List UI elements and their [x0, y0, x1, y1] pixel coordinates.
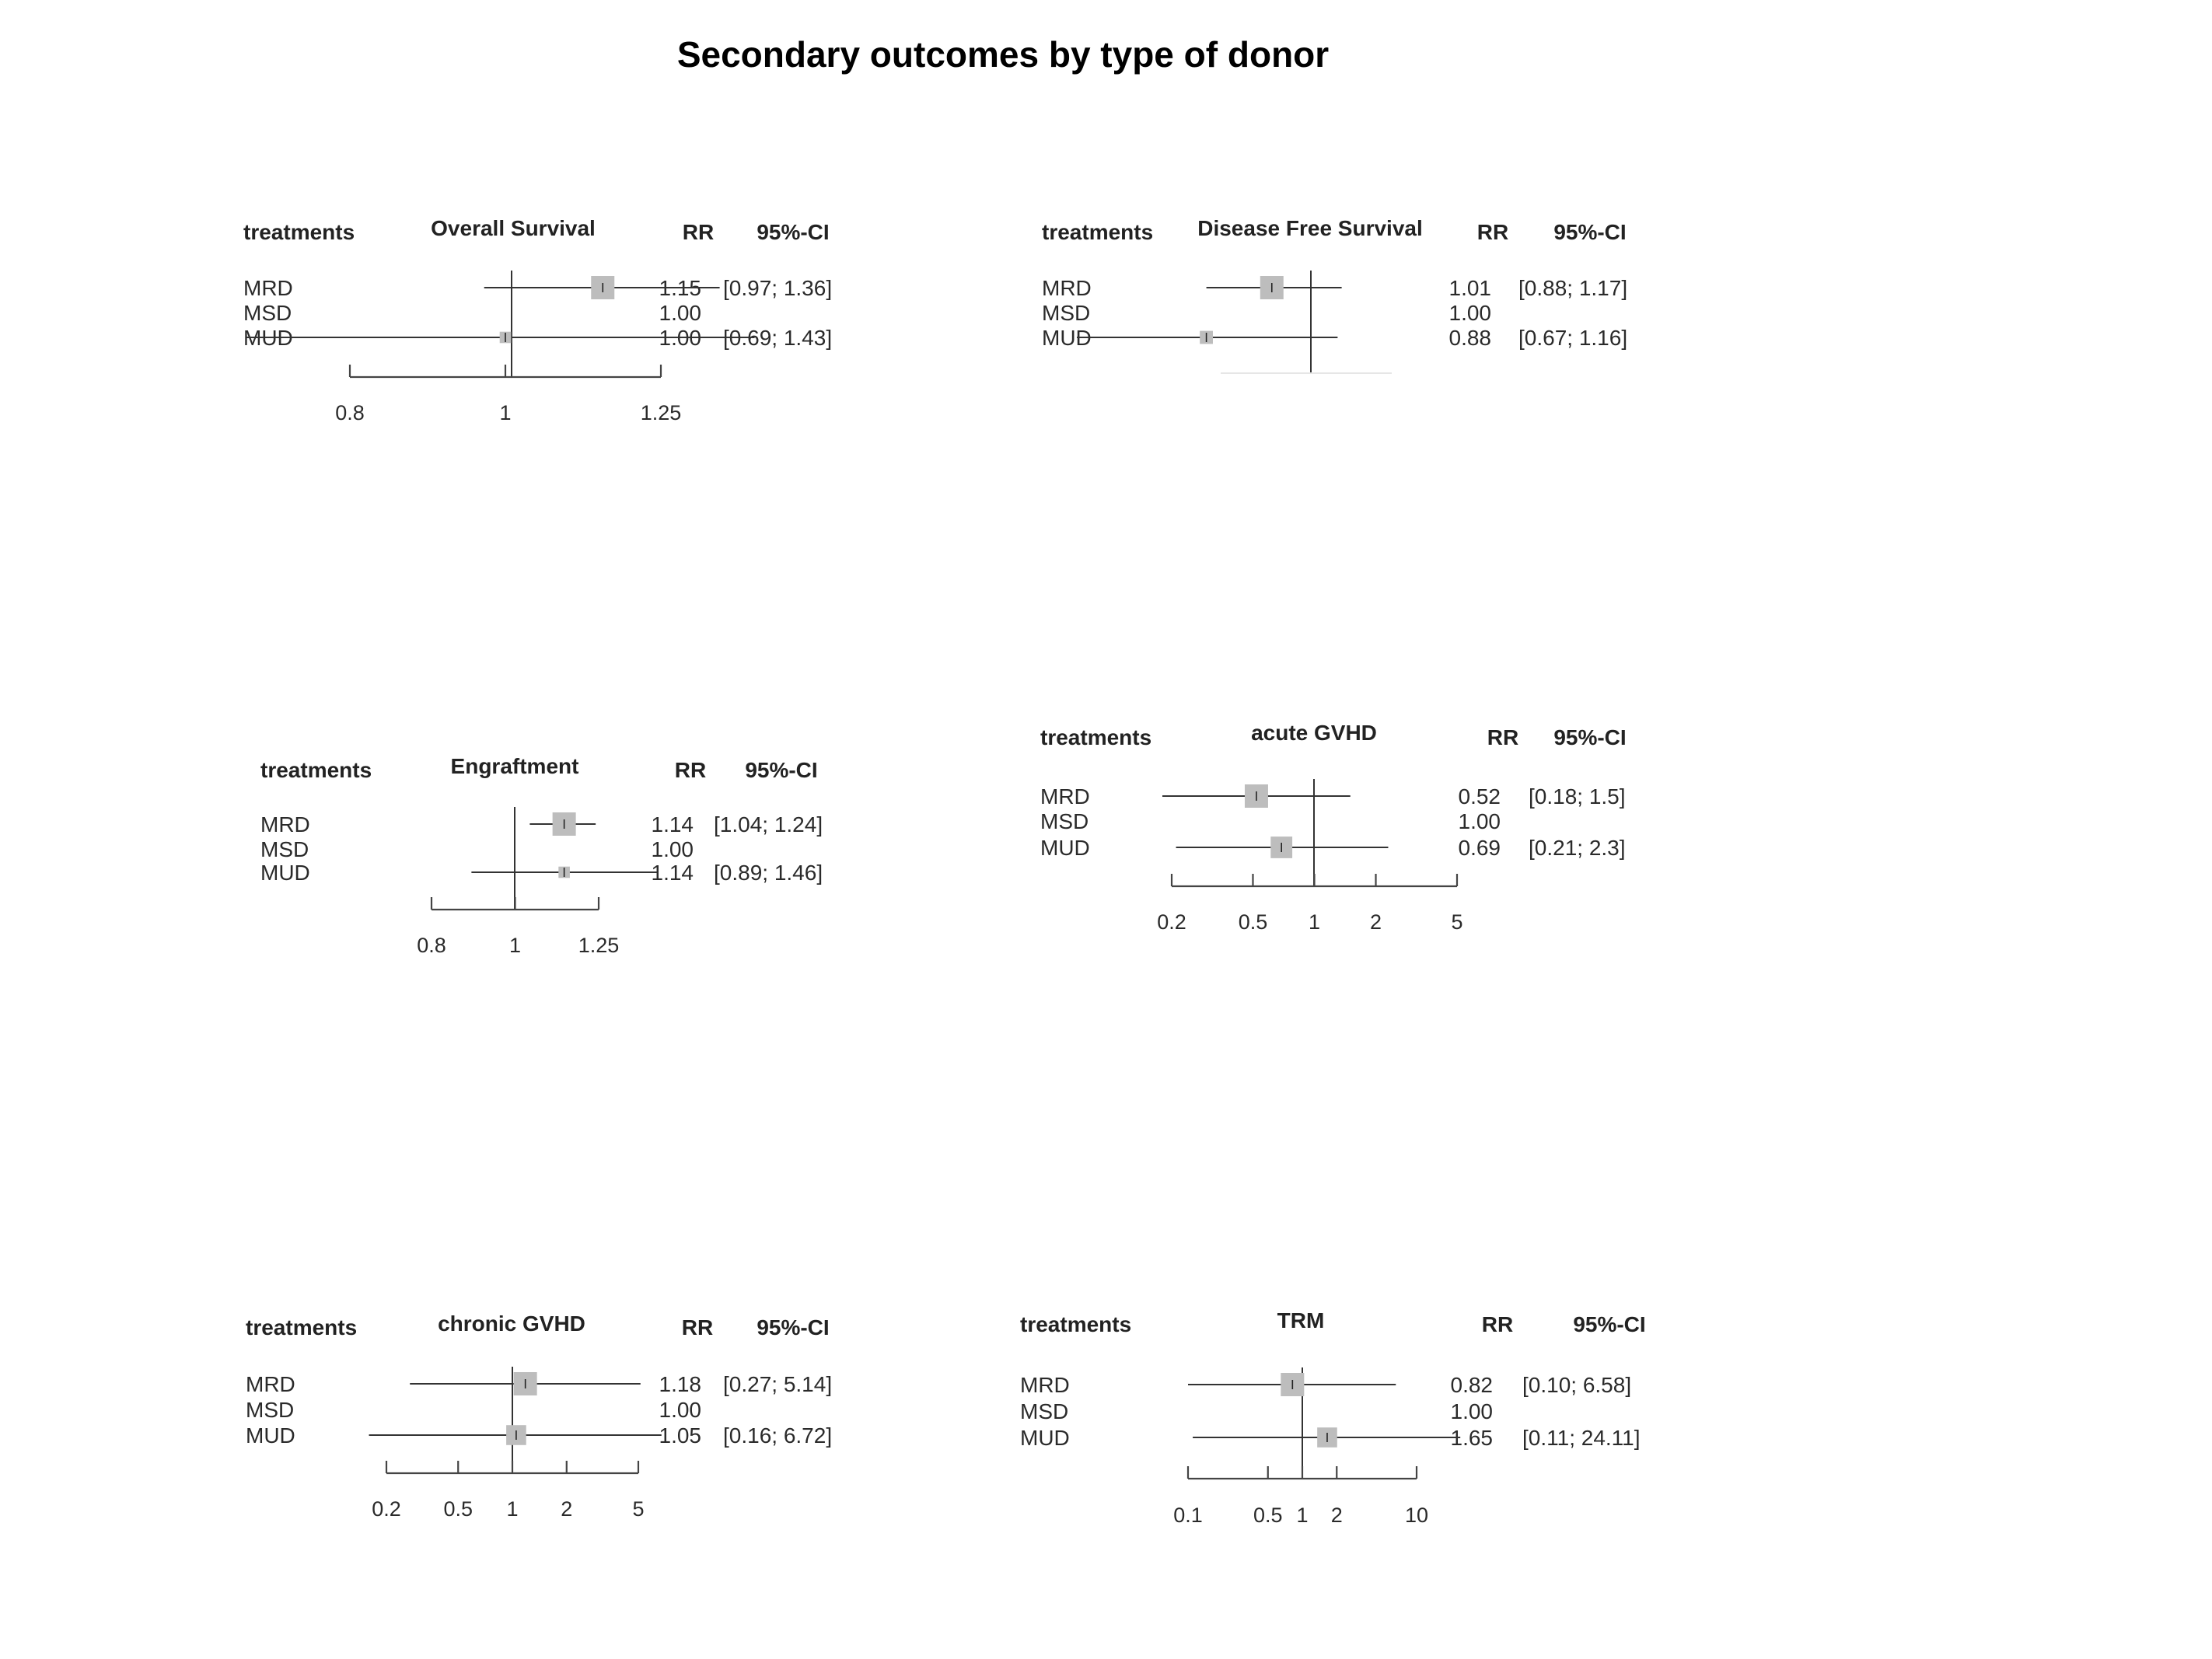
ci-value-mud: [0.67; 1.16] [1518, 326, 1627, 350]
treatment-label-msd: MSD [243, 301, 292, 325]
treatment-label-msd: MSD [1042, 301, 1090, 325]
forest-panel-3: treatments Engraftment RR 95%-CI MRD 1.14 [1.0… [260, 754, 823, 957]
ci-value-mrd: [0.88; 1.17] [1518, 276, 1627, 300]
x-tick-label: 1 [499, 401, 511, 424]
rr-value-msd: 1.00 [652, 837, 694, 861]
rr-value-msd: 1.00 [1449, 301, 1492, 325]
treatment-label-mrd: MRD [1040, 784, 1090, 809]
panel-title: Overall Survival [431, 216, 596, 240]
treatment-label-msd: MSD [246, 1398, 294, 1422]
ci-header: 95%-CI [1553, 220, 1626, 244]
x-tick-label: 5 [1451, 910, 1462, 934]
ci-header: 95%-CI [745, 758, 817, 782]
rr-value-msd: 1.00 [1451, 1399, 1494, 1423]
rr-value-mud: 0.88 [1449, 326, 1492, 350]
x-tick-label: 2 [561, 1497, 572, 1521]
treatment-label-mud: MUD [1040, 836, 1090, 860]
panel-title: Disease Free Survival [1197, 216, 1423, 240]
x-tick-label: 0.8 [335, 401, 365, 424]
rr-value-mud: 0.69 [1459, 836, 1501, 860]
x-tick-label: 0.1 [1173, 1504, 1203, 1527]
ci-value-mud: [0.21; 2.3] [1529, 836, 1626, 860]
treatment-label-mud: MUD [260, 861, 310, 885]
x-tick-label: 1 [1296, 1504, 1308, 1527]
panel-title: acute GVHD [1251, 721, 1377, 745]
forest-panel-5: treatments chronic GVHD RR 95%-CI MRD 1.18 [0.… [246, 1311, 832, 1521]
treatment-label-mud: MUD [246, 1423, 295, 1448]
treatment-label-mrd: MRD [243, 276, 293, 300]
treatment-label-msd: MSD [1020, 1399, 1068, 1423]
ci-value-mud: [0.89; 1.46] [714, 861, 823, 885]
panel-title: Engraftment [451, 754, 579, 778]
x-tick-label: 1 [506, 1497, 518, 1521]
ci-header: 95%-CI [757, 220, 829, 244]
treatment-label-mrd: MRD [1042, 276, 1092, 300]
treatments-header: treatments [246, 1315, 357, 1339]
x-tick-label: 0.2 [372, 1497, 401, 1521]
treatment-label-mud: MUD [1020, 1426, 1070, 1450]
x-tick-label: 1.25 [578, 934, 620, 957]
ci-header: 95%-CI [757, 1315, 829, 1339]
ci-value-mud: [0.11; 24.11] [1522, 1426, 1641, 1450]
ci-value-mrd: [0.27; 5.14] [723, 1372, 832, 1396]
treatment-label-msd: MSD [1040, 809, 1089, 833]
x-tick-label: 0.2 [1157, 910, 1186, 934]
x-tick-label: 0.5 [443, 1497, 473, 1521]
ci-value-mrd: [1.04; 1.24] [714, 812, 823, 836]
rr-header: RR [1482, 1312, 1513, 1336]
treatments-header: treatments [243, 220, 355, 244]
ci-value-mud: [0.16; 6.72] [723, 1423, 832, 1448]
rr-value-mrd: 1.01 [1449, 276, 1492, 300]
rr-header: RR [1477, 220, 1508, 244]
x-tick-label: 1.25 [641, 401, 682, 424]
x-tick-label: 1 [1309, 910, 1320, 934]
x-tick-label: 10 [1405, 1504, 1428, 1527]
x-tick-label: 5 [632, 1497, 644, 1521]
rr-header: RR [683, 220, 714, 244]
x-tick-label: 2 [1331, 1504, 1343, 1527]
rr-value-msd: 1.00 [659, 301, 702, 325]
x-tick-label: 2 [1370, 910, 1382, 934]
rr-value-mud: 1.14 [652, 861, 694, 885]
forest-panel-6: treatments TRM RR 95%-CI MRD 0.82 [0.10; 6.58]… [1020, 1308, 1646, 1527]
rr-value-mrd: 0.52 [1459, 784, 1501, 809]
treatment-label-mrd: MRD [260, 812, 310, 836]
treatments-header: treatments [1020, 1312, 1131, 1336]
ci-value-mrd: [0.18; 1.5] [1529, 784, 1626, 809]
x-tick-label: 0.8 [417, 934, 446, 957]
ci-header: 95%-CI [1553, 725, 1626, 749]
rr-value-msd: 1.00 [659, 1398, 702, 1422]
forest-panel-2: treatments Disease Free Survival RR 95%-CI M… [1042, 216, 1627, 374]
ci-header: 95%-CI [1573, 1312, 1645, 1336]
treatment-label-mrd: MRD [1020, 1373, 1070, 1397]
ci-value-mrd: [0.10; 6.58] [1522, 1373, 1631, 1397]
rr-value-mud: 1.05 [659, 1423, 702, 1448]
treatments-header: treatments [1040, 725, 1151, 749]
ci-value-mrd: [0.97; 1.36] [723, 276, 832, 300]
rr-value-mrd: 0.82 [1451, 1373, 1494, 1397]
figure-title: Secondary outcomes by type of donor [677, 34, 1329, 75]
treatment-label-msd: MSD [260, 837, 309, 861]
rr-header: RR [675, 758, 706, 782]
treatments-header: treatments [1042, 220, 1153, 244]
rr-value-mrd: 1.14 [652, 812, 694, 836]
treatment-label-mrd: MRD [246, 1372, 295, 1396]
rr-value-msd: 1.00 [1459, 809, 1501, 833]
rr-header: RR [1487, 725, 1518, 749]
panel-title: TRM [1277, 1308, 1325, 1332]
x-tick-label: 0.5 [1253, 1504, 1283, 1527]
panel-title: chronic GVHD [438, 1311, 585, 1336]
x-tick-label: 0.5 [1239, 910, 1268, 934]
treatments-header: treatments [260, 758, 372, 782]
rr-value-mrd: 1.18 [659, 1372, 702, 1396]
x-tick-label: 1 [509, 934, 521, 957]
rr-header: RR [682, 1315, 713, 1339]
